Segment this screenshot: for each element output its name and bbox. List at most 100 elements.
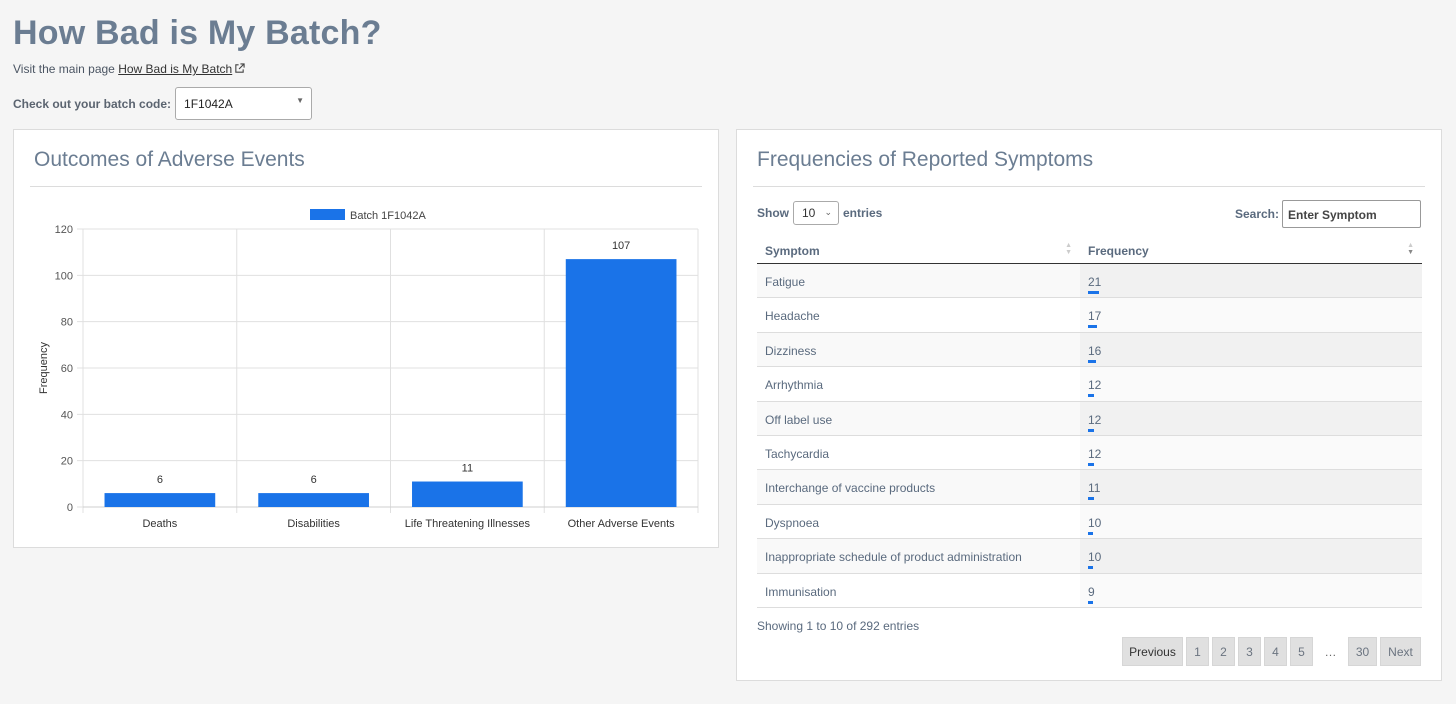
table-row: Off label use 12 bbox=[757, 401, 1422, 436]
frequency-number: 10 bbox=[1088, 515, 1102, 530]
frequency-bar bbox=[1088, 462, 1094, 466]
divider bbox=[30, 186, 702, 187]
frequency-number: 12 bbox=[1088, 412, 1102, 427]
symptom-cell: Dizziness bbox=[757, 333, 1080, 366]
outcomes-card: Outcomes of Adverse Events 0 20 40 60 80 100 1… bbox=[13, 129, 719, 548]
search-control: Search: Enter Symptom bbox=[1235, 200, 1421, 228]
frequency-cell: 17 bbox=[1080, 298, 1422, 332]
previous-page-button[interactable]: Previous bbox=[1122, 637, 1183, 666]
symptom-search-input[interactable]: Enter Symptom bbox=[1282, 200, 1421, 228]
y-tick-label: 20 bbox=[61, 456, 73, 468]
pagination: Previous 1 2 3 4 5 … 30 Next bbox=[1119, 637, 1421, 666]
column-header-frequency[interactable]: Frequency ▲ ▼ bbox=[1080, 233, 1422, 263]
symptom-name: Dizziness bbox=[765, 343, 817, 358]
frequency-number: 12 bbox=[1088, 446, 1102, 461]
frequency-cell: 12 bbox=[1080, 435, 1422, 470]
batch-code-label: Check out your batch code: bbox=[13, 96, 172, 111]
batch-picker: Check out your batch code: 1F1042A ▼ bbox=[13, 87, 313, 120]
frequency-bar bbox=[1088, 428, 1094, 432]
page-button-2[interactable]: 2 bbox=[1212, 637, 1235, 666]
frequency-bar bbox=[1088, 325, 1097, 329]
bar bbox=[412, 481, 523, 507]
symptom-name: Dyspnoea bbox=[765, 515, 820, 530]
frequency-cell: 12 bbox=[1080, 401, 1422, 435]
x-tick-label: Life Threatening Illnesses bbox=[405, 518, 531, 530]
column-header-symptom[interactable]: Symptom ▲ ▼ bbox=[757, 233, 1080, 263]
page-button-5[interactable]: 5 bbox=[1290, 637, 1313, 666]
bar bbox=[258, 493, 369, 507]
y-tick-label: 120 bbox=[55, 224, 73, 236]
bar bbox=[104, 493, 216, 507]
symptom-name: Interchange of vaccine products bbox=[765, 481, 936, 496]
frequency-bar bbox=[1088, 600, 1093, 604]
legend-swatch bbox=[310, 209, 345, 220]
symptom-cell: Arrhythmia bbox=[757, 367, 1080, 400]
frequency-value: 16 bbox=[1088, 343, 1102, 363]
frequency-cell: 10 bbox=[1080, 504, 1422, 539]
page-button-4[interactable]: 4 bbox=[1264, 637, 1287, 666]
table-row: Arrhythmia 12 bbox=[757, 367, 1422, 402]
y-tick-label: 0 bbox=[67, 502, 73, 514]
x-tick-label: Other Adverse Events bbox=[568, 518, 675, 530]
frequency-bar bbox=[1088, 531, 1093, 535]
batch-code-select[interactable]: 1F1042A ▼ bbox=[175, 87, 313, 120]
frequency-value: 11 bbox=[1088, 481, 1100, 501]
page-length-control: Show 10 ⌄ entries bbox=[757, 201, 882, 225]
y-axis-label: Frequency bbox=[38, 342, 50, 394]
page-button-3[interactable]: 3 bbox=[1238, 637, 1261, 666]
next-page-button[interactable]: Next bbox=[1380, 637, 1421, 666]
x-tick-label: Disabilities bbox=[287, 518, 340, 530]
symptom-name: Inappropriate schedule of product admini… bbox=[765, 550, 1022, 565]
frequency-cell: 21 bbox=[1080, 264, 1422, 298]
frequency-bar bbox=[1088, 497, 1094, 501]
symptom-name: Arrhythmia bbox=[765, 378, 824, 393]
symptom-name: Immunisation bbox=[765, 584, 837, 599]
data-label: 6 bbox=[157, 474, 163, 486]
symptoms-title: Frequencies of Reported Symptoms bbox=[757, 148, 1094, 171]
table-row: Interchange of vaccine products 11 bbox=[757, 470, 1422, 505]
frequency-number: 10 bbox=[1088, 550, 1102, 565]
frequency-number: 16 bbox=[1088, 343, 1102, 358]
bar bbox=[565, 259, 677, 507]
symptom-cell: Headache bbox=[757, 298, 1080, 331]
table-body: Fatigue 21 Headache 17 Dizziness 16 Arrhythmia… bbox=[757, 264, 1422, 608]
symptom-name: Fatigue bbox=[765, 275, 806, 289]
symptom-cell: Dyspnoea bbox=[757, 505, 1080, 538]
symptom-cell: Immunisation bbox=[757, 574, 1080, 607]
dropdown-caret-icon: ▼ bbox=[296, 96, 305, 105]
y-tick-label: 40 bbox=[61, 409, 73, 421]
symptom-cell: Off label use bbox=[757, 402, 1080, 435]
symptom-cell: Interchange of vaccine products bbox=[757, 470, 1080, 503]
batch-code-value: 1F1042A bbox=[184, 97, 233, 111]
frequency-value: 12 bbox=[1088, 446, 1102, 466]
frequency-value: 10 bbox=[1088, 550, 1102, 570]
table-row: Inappropriate schedule of product admini… bbox=[757, 539, 1422, 574]
sort-descending-icon: ▲ ▼ bbox=[1407, 242, 1414, 256]
frequency-bar bbox=[1088, 394, 1094, 398]
table-row: Fatigue 21 bbox=[757, 264, 1422, 299]
frequency-value: 21 bbox=[1088, 275, 1101, 294]
frequency-value: 17 bbox=[1088, 309, 1102, 329]
frequency-bar bbox=[1088, 566, 1093, 570]
visit-line: Visit the main page How Bad is My Batch bbox=[13, 62, 245, 76]
table-row: Dizziness 16 bbox=[757, 332, 1422, 368]
frequency-cell: 10 bbox=[1080, 539, 1422, 573]
frequency-cell: 11 bbox=[1080, 470, 1422, 504]
symptom-cell: Tachycardia bbox=[757, 436, 1080, 469]
frequency-number: 12 bbox=[1088, 378, 1102, 393]
page-button-1[interactable]: 1 bbox=[1186, 637, 1209, 666]
page-button-30[interactable]: 30 bbox=[1348, 637, 1377, 666]
main-page-link[interactable]: How Bad is My Batch bbox=[118, 62, 245, 76]
frequency-number: 17 bbox=[1088, 309, 1102, 324]
symptom-name: Headache bbox=[765, 309, 820, 324]
pagination-ellipsis: … bbox=[1324, 644, 1337, 659]
frequency-value: 12 bbox=[1088, 412, 1102, 432]
x-tick-label: Deaths bbox=[142, 518, 177, 530]
symptom-name: Tachycardia bbox=[765, 446, 830, 461]
table-row: Dyspnoea 10 bbox=[757, 504, 1422, 540]
frequency-bar bbox=[1088, 291, 1099, 294]
page-length-select[interactable]: 10 ⌄ bbox=[793, 201, 839, 225]
y-tick-label: 100 bbox=[55, 270, 73, 282]
page-length-value: 10 bbox=[802, 206, 816, 220]
frequency-cell: 9 bbox=[1080, 573, 1422, 607]
